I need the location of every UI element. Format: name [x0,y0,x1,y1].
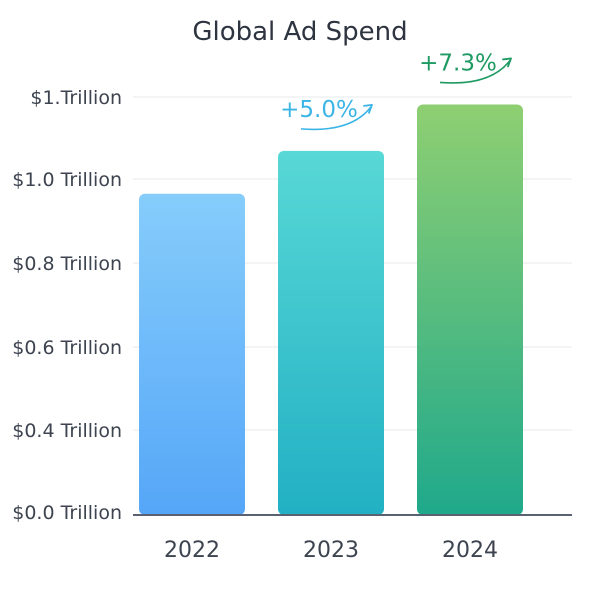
x-tick-label: 2024 [442,538,498,563]
y-tick-label: $0.8 Trillion [12,253,122,275]
bars [139,104,523,516]
bar-2023 [278,150,384,516]
bar-2024 [417,104,523,515]
y-axis-ticks: $0.0 Trillion $0.4 Trillion $0.6 Trillion $… [12,87,122,524]
growth-arrow-icon [300,106,372,131]
chart-title: Global Ad Spend [192,17,407,47]
x-tick-label: 2022 [164,538,220,563]
x-tick-label: 2023 [303,538,359,563]
arrow-head-icon [502,57,512,68]
growth-annotations: +5.0% +7.3% [280,50,512,131]
y-tick-label: $0.6 Trillion [12,337,122,359]
y-tick-label: $0.0 Trillion [12,502,122,524]
arrow-head-icon [363,103,373,114]
y-tick-label: $1.Trillion [30,87,122,109]
bar-2022 [139,193,245,515]
y-tick-label: $0.4 Trillion [12,420,122,442]
growth-label-2024: +7.3% [419,50,497,76]
x-axis-ticks: 2022 2023 2024 [164,538,498,563]
growth-label-2023: +5.0% [280,97,358,123]
y-tick-label: $1.0 Trillion [12,169,122,191]
growth-arrow-icon [439,59,511,84]
